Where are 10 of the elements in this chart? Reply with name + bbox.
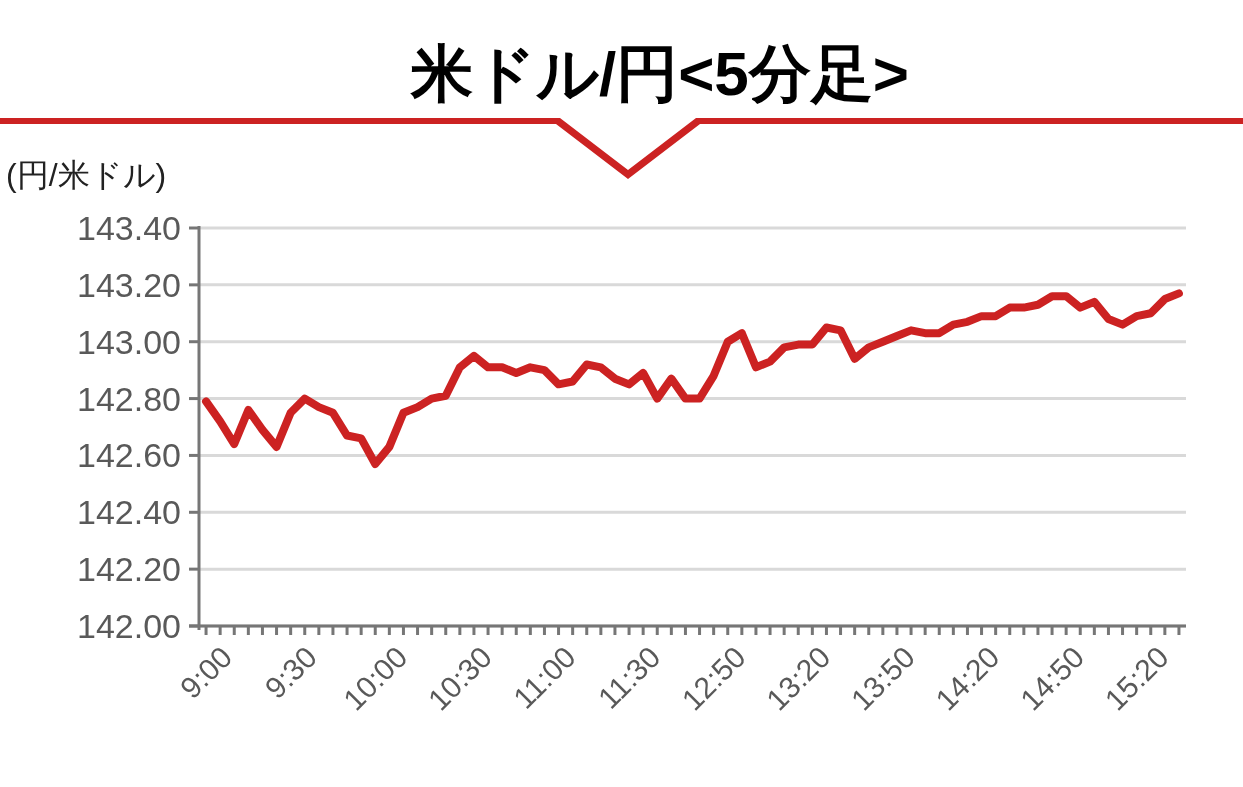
x-tick-label: 9:30 [258,640,323,705]
chart-title: 米ドル/円<5分足> [409,39,910,108]
y-tick-label: 143.40 [77,209,181,247]
y-tick-label: 143.00 [77,322,181,361]
y-tick-label: 143.20 [77,265,181,304]
y-tick-label: 142.40 [77,493,181,532]
y-axis-title: (円/米ドル) [6,157,167,193]
y-tick-label: 142.20 [77,550,181,589]
y-tick-label: 142.60 [77,436,181,475]
y-tick-label: 142.80 [77,379,181,418]
